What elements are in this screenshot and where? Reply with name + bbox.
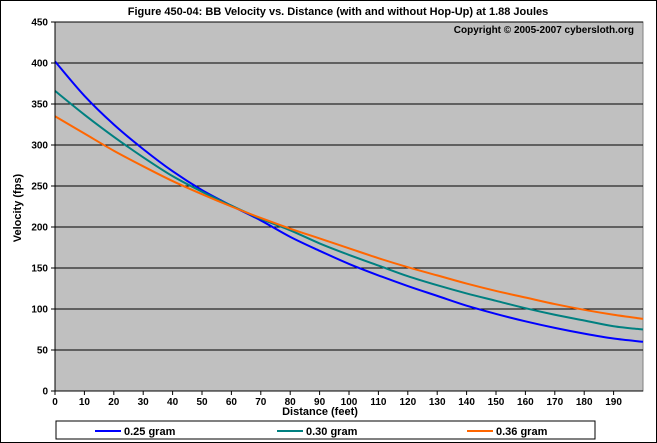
x-tick-label: 20 bbox=[108, 397, 120, 408]
y-tick-label: 0 bbox=[42, 387, 48, 398]
series-lines bbox=[54, 60, 644, 343]
legend-label-3: 0.36 gram bbox=[496, 426, 548, 438]
x-tick-label: 140 bbox=[458, 397, 475, 408]
x-tick-label: 150 bbox=[488, 397, 505, 408]
series-line-1 bbox=[54, 60, 644, 343]
x-tick-label: 50 bbox=[196, 397, 208, 408]
x-tick-label: 180 bbox=[576, 397, 593, 408]
x-tick-label: 100 bbox=[341, 397, 358, 408]
x-tick-label: 160 bbox=[517, 397, 534, 408]
x-axis-label: Distance (feet) bbox=[282, 406, 358, 418]
y-axis-ticks: 0 50 100 150 200 250 300 350 400 450 bbox=[31, 18, 55, 398]
y-tick-label: 250 bbox=[31, 182, 48, 193]
x-tick-label: 80 bbox=[285, 397, 297, 408]
series-line-3 bbox=[54, 115, 644, 320]
y-tick-label: 400 bbox=[31, 59, 48, 70]
y-tick-label: 200 bbox=[31, 223, 48, 234]
x-tick-label: 10 bbox=[79, 397, 91, 408]
y-axis-label: Velocity (fps) bbox=[12, 173, 24, 242]
x-tick-label: 40 bbox=[167, 397, 179, 408]
x-tick-label: 120 bbox=[399, 397, 416, 408]
y-tick-label: 100 bbox=[31, 305, 48, 316]
x-tick-label: 170 bbox=[546, 397, 563, 408]
x-tick-label: 30 bbox=[138, 397, 150, 408]
y-tick-label: 150 bbox=[31, 264, 48, 275]
legend: 0.25 gram 0.30 gram 0.36 gram bbox=[55, 420, 596, 440]
copyright-text: Copyright © 2005-2007 cybersloth.org bbox=[454, 25, 634, 36]
x-tick-label: 90 bbox=[314, 397, 326, 408]
x-tick-label: 0 bbox=[52, 397, 58, 408]
y-tick-label: 50 bbox=[37, 346, 49, 357]
x-tick-label: 60 bbox=[226, 397, 238, 408]
y-tick-label: 300 bbox=[31, 141, 48, 152]
gridlines bbox=[55, 21, 643, 351]
x-tick-label: 110 bbox=[370, 397, 387, 408]
legend-box bbox=[55, 420, 596, 440]
plot-area bbox=[54, 21, 644, 392]
x-tick-label: 130 bbox=[429, 397, 446, 408]
y-tick-label: 450 bbox=[31, 18, 48, 29]
chart-title: Figure 450-04: BB Velocity vs. Distance … bbox=[128, 6, 549, 18]
series-line-2 bbox=[54, 90, 644, 331]
y-tick-label: 350 bbox=[31, 100, 48, 111]
x-axis-ticks: 0 10 20 30 40 50 60 70 80 90 100 110 120 130 140 150 160… bbox=[52, 391, 622, 408]
legend-label-1: 0.25 gram bbox=[124, 426, 176, 438]
x-tick-label: 190 bbox=[605, 397, 622, 408]
legend-label-2: 0.30 gram bbox=[306, 426, 358, 438]
x-tick-label: 70 bbox=[255, 397, 267, 408]
